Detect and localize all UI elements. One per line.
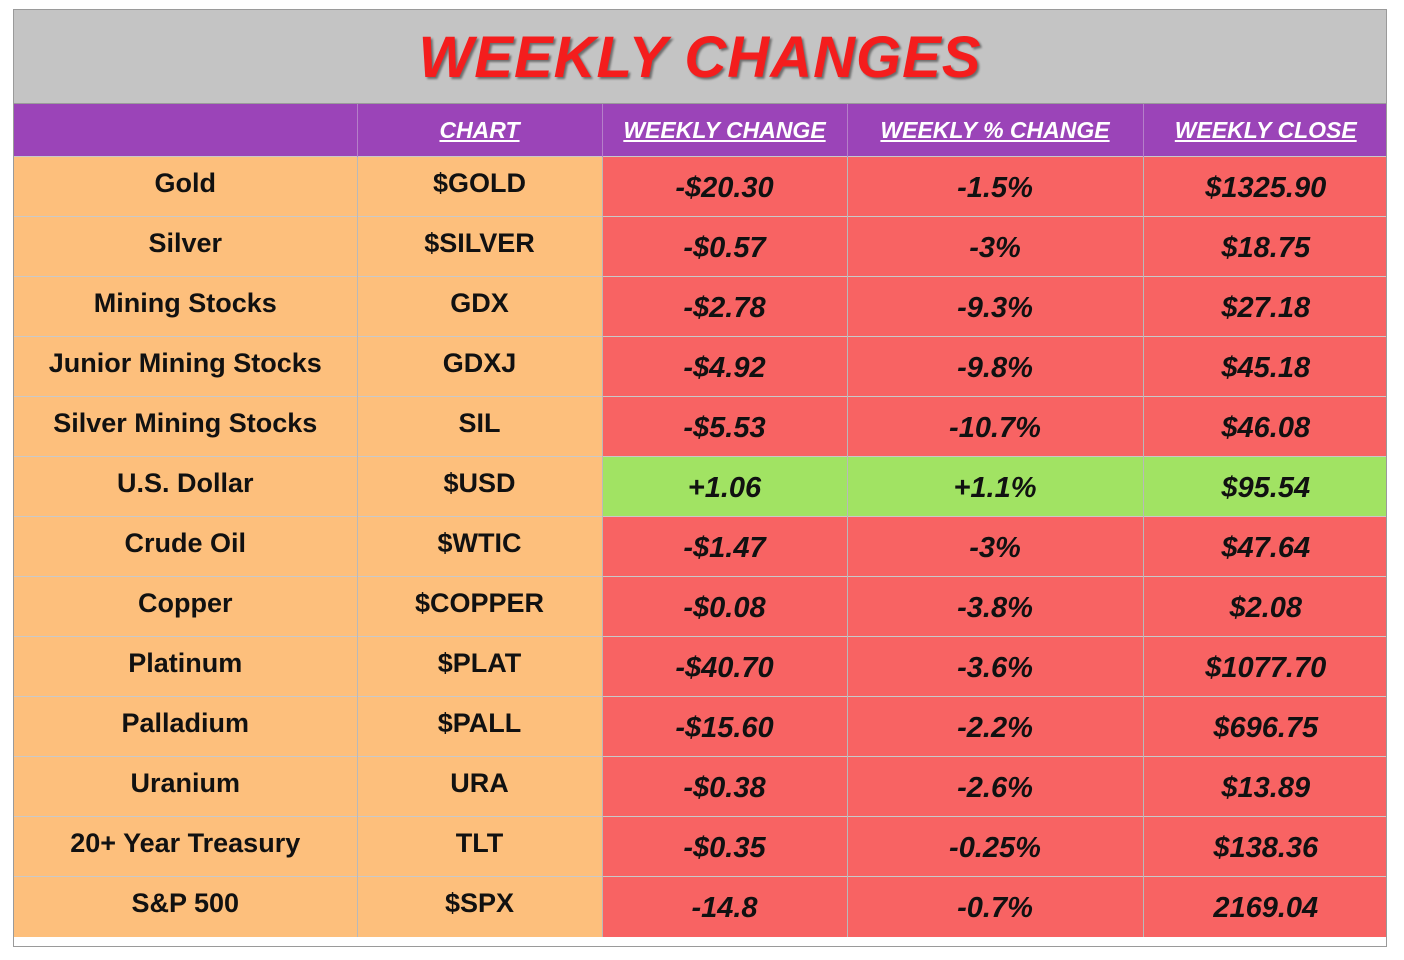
title-bar: WEEKLY CHANGES <box>14 10 1386 104</box>
weekly-change: -$4.92 <box>602 336 848 397</box>
weekly-change: -$1.47 <box>602 516 848 577</box>
weekly-close: $27.18 <box>1143 276 1386 337</box>
asset-name: Silver Mining Stocks <box>14 396 358 457</box>
weekly-pct-change: -3% <box>847 216 1144 277</box>
weekly-pct-change: -10.7% <box>847 396 1144 457</box>
asset-name: Uranium <box>14 756 358 817</box>
chart-symbol: $USD <box>357 456 603 517</box>
weekly-pct-change: -1.5% <box>847 156 1144 217</box>
weekly-close: $696.75 <box>1143 696 1386 757</box>
chart-symbol: TLT <box>357 816 603 877</box>
chart-symbol: $SPX <box>357 876 603 937</box>
weekly-change: -$20.30 <box>602 156 848 217</box>
table-row: Crude Oil $WTIC -$1.47 -3% $47.64 <box>14 516 1386 577</box>
table-row: 20+ Year Treasury TLT -$0.35 -0.25% $138… <box>14 816 1386 877</box>
weekly-change: +1.06 <box>602 456 848 517</box>
table-row: Silver $SILVER -$0.57 -3% $18.75 <box>14 216 1386 277</box>
header-weekly-pct-change: WEEKLY % CHANGE <box>847 104 1144 157</box>
table-row: Platinum $PLAT -$40.70 -3.6% $1077.70 <box>14 636 1386 697</box>
weekly-close: $45.18 <box>1143 336 1386 397</box>
weekly-close: $138.36 <box>1143 816 1386 877</box>
weekly-close: $1077.70 <box>1143 636 1386 697</box>
table-row: S&P 500 $SPX -14.8 -0.7% 2169.04 <box>14 876 1386 937</box>
asset-name: U.S. Dollar <box>14 456 358 517</box>
weekly-close: $1325.90 <box>1143 156 1386 217</box>
weekly-close: $46.08 <box>1143 396 1386 457</box>
chart-symbol: SIL <box>357 396 603 457</box>
header-name <box>14 104 358 157</box>
chart-symbol: $WTIC <box>357 516 603 577</box>
table-row: Silver Mining Stocks SIL -$5.53 -10.7% $… <box>14 396 1386 457</box>
asset-name: Junior Mining Stocks <box>14 336 358 397</box>
weekly-pct-change: -0.25% <box>847 816 1144 877</box>
table-row: Junior Mining Stocks GDXJ -$4.92 -9.8% $… <box>14 336 1386 397</box>
asset-name: Mining Stocks <box>14 276 358 337</box>
asset-name: 20+ Year Treasury <box>14 816 358 877</box>
header-weekly-close: WEEKLY CLOSE <box>1143 104 1386 157</box>
weekly-changes-table-frame: WEEKLY CHANGES CHART WEEKLY CHANGE WEEKL… <box>13 9 1387 947</box>
chart-symbol: $COPPER <box>357 576 603 637</box>
weekly-close: $2.08 <box>1143 576 1386 637</box>
asset-name: S&P 500 <box>14 876 358 937</box>
chart-symbol: GDX <box>357 276 603 337</box>
weekly-pct-change: -3% <box>847 516 1144 577</box>
weekly-change: -$5.53 <box>602 396 848 457</box>
weekly-pct-change: -2.6% <box>847 756 1144 817</box>
weekly-pct-change: -2.2% <box>847 696 1144 757</box>
header-weekly-change: WEEKLY CHANGE <box>602 104 848 157</box>
weekly-changes-table: CHART WEEKLY CHANGE WEEKLY % CHANGE WEEK… <box>14 104 1386 937</box>
table-row: Copper $COPPER -$0.08 -3.8% $2.08 <box>14 576 1386 637</box>
table-row: Uranium URA -$0.38 -2.6% $13.89 <box>14 756 1386 817</box>
asset-name: Platinum <box>14 636 358 697</box>
weekly-change: -$15.60 <box>602 696 848 757</box>
weekly-change: -$0.57 <box>602 216 848 277</box>
weekly-pct-change: -3.6% <box>847 636 1144 697</box>
weekly-close: $13.89 <box>1143 756 1386 817</box>
chart-symbol: $GOLD <box>357 156 603 217</box>
asset-name: Gold <box>14 156 358 217</box>
weekly-change: -$0.35 <box>602 816 848 877</box>
asset-name: Copper <box>14 576 358 637</box>
table-header: CHART WEEKLY CHANGE WEEKLY % CHANGE WEEK… <box>14 104 1386 157</box>
chart-symbol: $SILVER <box>357 216 603 277</box>
weekly-pct-change: -9.8% <box>847 336 1144 397</box>
table-row: Gold $GOLD -$20.30 -1.5% $1325.90 <box>14 156 1386 217</box>
chart-symbol: $PLAT <box>357 636 603 697</box>
weekly-close: 2169.04 <box>1143 876 1386 937</box>
weekly-pct-change: +1.1% <box>847 456 1144 517</box>
weekly-change: -$2.78 <box>602 276 848 337</box>
table-row: Palladium $PALL -$15.60 -2.2% $696.75 <box>14 696 1386 757</box>
header-row: CHART WEEKLY CHANGE WEEKLY % CHANGE WEEK… <box>14 104 1386 157</box>
weekly-change: -$40.70 <box>602 636 848 697</box>
weekly-pct-change: -3.8% <box>847 576 1144 637</box>
page-title: WEEKLY CHANGES <box>418 24 982 90</box>
weekly-change: -14.8 <box>602 876 848 937</box>
weekly-change: -$0.08 <box>602 576 848 637</box>
weekly-pct-change: -0.7% <box>847 876 1144 937</box>
chart-symbol: $PALL <box>357 696 603 757</box>
table-body: Gold $GOLD -$20.30 -1.5% $1325.90 Silver… <box>14 156 1386 937</box>
weekly-close: $47.64 <box>1143 516 1386 577</box>
header-chart: CHART <box>357 104 603 157</box>
chart-symbol: GDXJ <box>357 336 603 397</box>
table-row: U.S. Dollar $USD +1.06 +1.1% $95.54 <box>14 456 1386 517</box>
weekly-pct-change: -9.3% <box>847 276 1144 337</box>
asset-name: Silver <box>14 216 358 277</box>
asset-name: Crude Oil <box>14 516 358 577</box>
asset-name: Palladium <box>14 696 358 757</box>
table-row: Mining Stocks GDX -$2.78 -9.3% $27.18 <box>14 276 1386 337</box>
chart-symbol: URA <box>357 756 603 817</box>
weekly-close: $95.54 <box>1143 456 1386 517</box>
weekly-change: -$0.38 <box>602 756 848 817</box>
weekly-close: $18.75 <box>1143 216 1386 277</box>
